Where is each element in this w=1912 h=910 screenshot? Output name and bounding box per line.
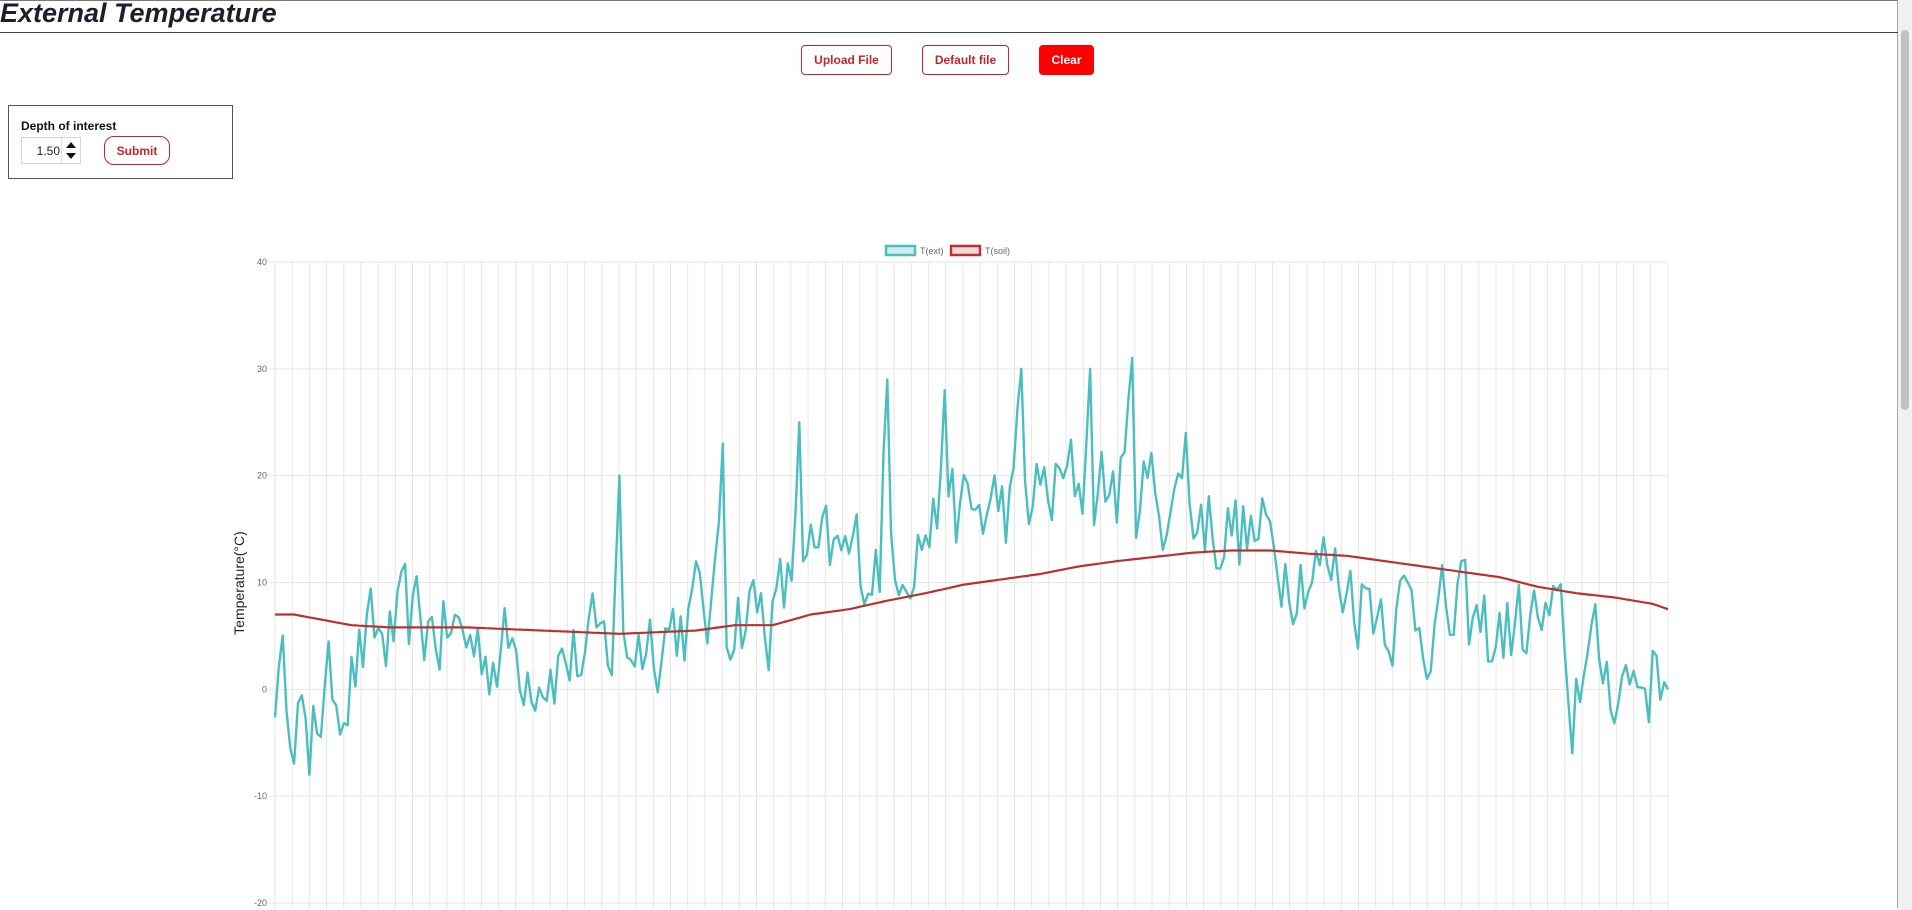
- scrollbar[interactable]: [1898, 0, 1912, 910]
- spin-down-icon[interactable]: [66, 153, 76, 159]
- y-tick-label: 10: [257, 578, 267, 588]
- depth-stepper: [21, 137, 81, 164]
- clear-button[interactable]: Clear: [1039, 45, 1094, 75]
- series-line-t-ext: [273, 356, 1670, 776]
- y-tick-label: 20: [257, 471, 267, 481]
- depth-label: Depth of interest: [21, 119, 117, 133]
- title-bar: External Temperature: [0, 0, 1898, 33]
- page-title: External Temperature: [0, 0, 277, 28]
- legend-swatch: [884, 244, 917, 257]
- y-tick-label: -10: [254, 791, 267, 801]
- toolbar: Upload File Default file Clear: [0, 45, 1898, 75]
- depth-form: Depth of interest Submit: [8, 105, 233, 179]
- chart-grid: [269, 261, 1669, 909]
- upload-file-button[interactable]: Upload File: [801, 45, 892, 75]
- chart-legend: T(ext) T(soil): [884, 244, 1010, 257]
- scroll-thumb[interactable]: [1901, 30, 1909, 410]
- y-tick-label: 30: [257, 364, 267, 374]
- spin-up-icon[interactable]: [66, 142, 76, 148]
- default-file-button[interactable]: Default file: [922, 45, 1009, 75]
- y-axis-title: Temperature(°C): [231, 531, 247, 635]
- y-tick-labels: 40 30 20 10 0 -10 -20: [254, 257, 267, 908]
- y-tick-label: -20: [254, 898, 267, 908]
- legend-label[interactable]: T(ext): [920, 246, 944, 256]
- y-tick-label: 40: [257, 257, 267, 267]
- series-line-t-soil: [275, 549, 1669, 635]
- submit-button[interactable]: Submit: [104, 136, 170, 165]
- depth-input[interactable]: [22, 138, 62, 163]
- depth-spinner: [61, 138, 80, 163]
- y-tick-label: 0: [262, 684, 267, 694]
- legend-label[interactable]: T(soil): [985, 246, 1010, 256]
- legend-swatch: [949, 244, 982, 257]
